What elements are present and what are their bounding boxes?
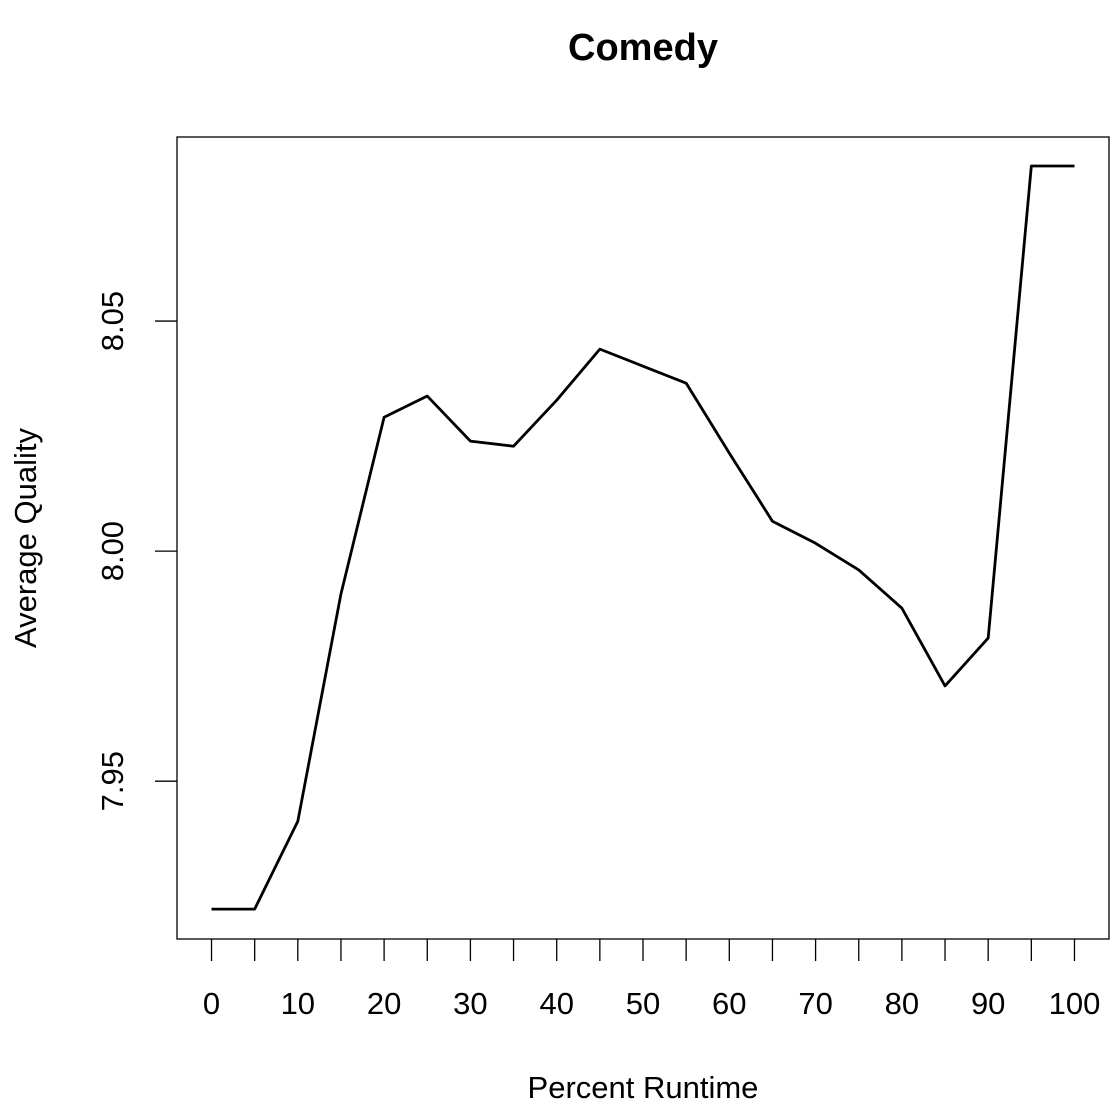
x-tick-label: 100	[1049, 986, 1101, 1021]
x-tick-label: 60	[712, 986, 746, 1021]
x-tick-label: 0	[203, 986, 220, 1021]
y-axis-label: Average Quality	[8, 428, 43, 648]
y-tick-label: 7.95	[95, 751, 130, 811]
chart-title: Comedy	[568, 27, 718, 69]
x-axis-label: Percent Runtime	[528, 1070, 759, 1105]
line	[211, 164, 1075, 911]
x-tick-label: 30	[453, 986, 487, 1021]
x-tick-label: 70	[798, 986, 832, 1021]
x-tick-label: 80	[885, 986, 919, 1021]
y-tick-label: 8.05	[95, 291, 130, 351]
x-tick-label: 20	[367, 986, 401, 1021]
x-tick-label: 90	[971, 986, 1005, 1021]
x-tick-label: 50	[626, 986, 660, 1021]
x-tick-label: 10	[281, 986, 315, 1021]
x-tick-label: 40	[539, 986, 573, 1021]
y-tick-label: 8.00	[95, 521, 130, 581]
plot-frame	[176, 136, 1110, 940]
